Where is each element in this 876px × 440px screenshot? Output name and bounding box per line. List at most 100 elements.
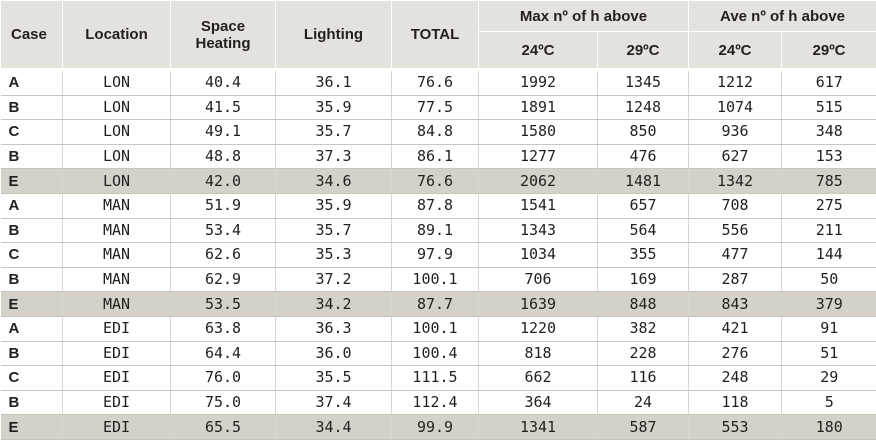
cell-case: E bbox=[0, 168, 63, 194]
cell-total: 112.4 bbox=[391, 390, 479, 416]
cell-max-29c: 169 bbox=[597, 267, 690, 293]
cell-case: B bbox=[0, 267, 63, 293]
cell-max-24c: 818 bbox=[478, 341, 598, 367]
cell-ave-29c: 379 bbox=[781, 291, 876, 317]
cell-space-heating: 65.5 bbox=[170, 414, 276, 440]
cell-max-29c: 116 bbox=[597, 365, 690, 391]
cell-ave-29c: 785 bbox=[781, 168, 876, 194]
cell-ave-24c: 843 bbox=[688, 291, 783, 317]
cell-ave-24c: 1074 bbox=[688, 95, 783, 121]
cell-total: 76.6 bbox=[391, 68, 479, 96]
cell-max-29c: 382 bbox=[597, 316, 690, 342]
cell-max-24c: 1220 bbox=[478, 316, 598, 342]
table-row: B LON 41.5 35.9 77.5 1891 1248 1074 515 bbox=[0, 95, 876, 121]
cell-space-heating: 40.4 bbox=[170, 68, 276, 96]
cell-location: MAN bbox=[62, 267, 171, 293]
cell-location: EDI bbox=[62, 390, 171, 416]
header-max-29c: 29ºC bbox=[596, 31, 690, 70]
cell-lighting: 36.0 bbox=[275, 341, 392, 367]
cell-total: 87.7 bbox=[391, 291, 479, 317]
cell-space-heating: 41.5 bbox=[170, 95, 276, 121]
cell-location: LON bbox=[62, 95, 171, 121]
cell-ave-24c: 556 bbox=[688, 218, 783, 244]
cell-max-24c: 1341 bbox=[478, 414, 598, 440]
cell-ave-29c: 51 bbox=[781, 341, 876, 367]
cell-ave-29c: 5 bbox=[781, 390, 876, 416]
header-max-24c: 24ºC bbox=[478, 31, 598, 70]
cell-lighting: 37.3 bbox=[275, 144, 392, 170]
cell-case: B bbox=[0, 218, 63, 244]
cell-total: 111.5 bbox=[391, 365, 479, 391]
cell-max-29c: 564 bbox=[597, 218, 690, 244]
table-row: E LON 42.0 34.6 76.6 2062 1481 1342 785 bbox=[0, 168, 876, 194]
cell-space-heating: 53.5 bbox=[170, 291, 276, 317]
cell-max-24c: 1541 bbox=[478, 193, 598, 219]
cell-space-heating: 48.8 bbox=[170, 144, 276, 170]
cell-space-heating: 63.8 bbox=[170, 316, 276, 342]
table-row: C EDI 76.0 35.5 111.5 662 116 248 29 bbox=[0, 365, 876, 391]
cell-ave-24c: 627 bbox=[688, 144, 783, 170]
cell-case: B bbox=[0, 144, 63, 170]
header-ave-hours-group: Ave nº of h above bbox=[688, 0, 876, 32]
cell-ave-24c: 118 bbox=[688, 390, 783, 416]
cell-lighting: 35.7 bbox=[275, 119, 392, 145]
header-space-heating: Space Heating bbox=[170, 0, 276, 70]
cell-lighting: 36.1 bbox=[275, 68, 392, 96]
cell-max-29c: 228 bbox=[597, 341, 690, 367]
cell-max-29c: 1345 bbox=[597, 68, 690, 96]
cell-total: 77.5 bbox=[391, 95, 479, 121]
cell-ave-29c: 50 bbox=[781, 267, 876, 293]
cell-total: 100.4 bbox=[391, 341, 479, 367]
cell-total: 97.9 bbox=[391, 242, 479, 268]
cell-space-heating: 62.6 bbox=[170, 242, 276, 268]
cell-total: 86.1 bbox=[391, 144, 479, 170]
cell-space-heating: 42.0 bbox=[170, 168, 276, 194]
cell-lighting: 35.9 bbox=[275, 95, 392, 121]
cell-total: 87.8 bbox=[391, 193, 479, 219]
cell-ave-29c: 153 bbox=[781, 144, 876, 170]
cell-ave-24c: 421 bbox=[688, 316, 783, 342]
cell-ave-29c: 180 bbox=[781, 414, 876, 440]
header-ave-24c: 24ºC bbox=[688, 31, 783, 70]
header-case: Case bbox=[0, 0, 63, 70]
header-ave-29c: 29ºC bbox=[781, 31, 876, 70]
cell-case: A bbox=[0, 193, 63, 219]
cell-ave-24c: 477 bbox=[688, 242, 783, 268]
cell-max-24c: 1992 bbox=[478, 68, 598, 96]
cell-ave-29c: 211 bbox=[781, 218, 876, 244]
cell-location: MAN bbox=[62, 242, 171, 268]
cell-ave-29c: 348 bbox=[781, 119, 876, 145]
cell-total: 84.8 bbox=[391, 119, 479, 145]
cell-location: EDI bbox=[62, 414, 171, 440]
cell-ave-24c: 248 bbox=[688, 365, 783, 391]
cell-max-29c: 24 bbox=[597, 390, 690, 416]
cell-location: MAN bbox=[62, 291, 171, 317]
cell-case: C bbox=[0, 119, 63, 145]
cell-ave-29c: 144 bbox=[781, 242, 876, 268]
cell-location: MAN bbox=[62, 193, 171, 219]
table-row: C LON 49.1 35.7 84.8 1580 850 936 348 bbox=[0, 119, 876, 145]
cell-space-heating: 62.9 bbox=[170, 267, 276, 293]
cell-case: A bbox=[0, 316, 63, 342]
table-body: A LON 40.4 36.1 76.6 1992 1345 1212 617 B LON 41.5 3… bbox=[0, 68, 876, 440]
cell-lighting: 35.5 bbox=[275, 365, 392, 391]
cell-max-29c: 848 bbox=[597, 291, 690, 317]
cell-case: E bbox=[0, 414, 63, 440]
cell-lighting: 35.9 bbox=[275, 193, 392, 219]
cell-ave-29c: 275 bbox=[781, 193, 876, 219]
cell-max-24c: 706 bbox=[478, 267, 598, 293]
cell-ave-24c: 708 bbox=[688, 193, 783, 219]
cell-max-24c: 662 bbox=[478, 365, 598, 391]
cell-location: EDI bbox=[62, 365, 171, 391]
header-lighting: Lighting bbox=[275, 0, 392, 70]
cell-ave-24c: 276 bbox=[688, 341, 783, 367]
cell-max-24c: 1277 bbox=[478, 144, 598, 170]
cell-total: 76.6 bbox=[391, 168, 479, 194]
table-row: B EDI 75.0 37.4 112.4 364 24 118 5 bbox=[0, 390, 876, 416]
cell-location: EDI bbox=[62, 316, 171, 342]
cell-space-heating: 51.9 bbox=[170, 193, 276, 219]
cell-total: 89.1 bbox=[391, 218, 479, 244]
cell-ave-24c: 553 bbox=[688, 414, 783, 440]
table-row: B LON 48.8 37.3 86.1 1277 476 627 153 bbox=[0, 144, 876, 170]
